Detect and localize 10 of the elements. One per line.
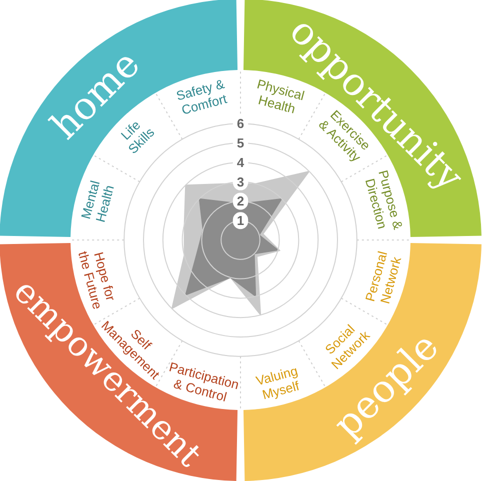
y-tick-label: 3 — [236, 174, 244, 190]
spoke-label: Mental Health — [78, 178, 117, 224]
spoke-label: Valuing Myself — [254, 362, 302, 402]
spoke-label: Safety & Comfort — [174, 76, 229, 118]
spoke-label: Personal Network — [362, 250, 404, 306]
y-tick-label: 6 — [236, 116, 244, 132]
y-tick-label: 4 — [236, 154, 245, 170]
y-tick-label: 2 — [236, 194, 244, 209]
y-tick-label: 1 — [236, 213, 244, 228]
y-tick-label: 5 — [236, 136, 244, 150]
